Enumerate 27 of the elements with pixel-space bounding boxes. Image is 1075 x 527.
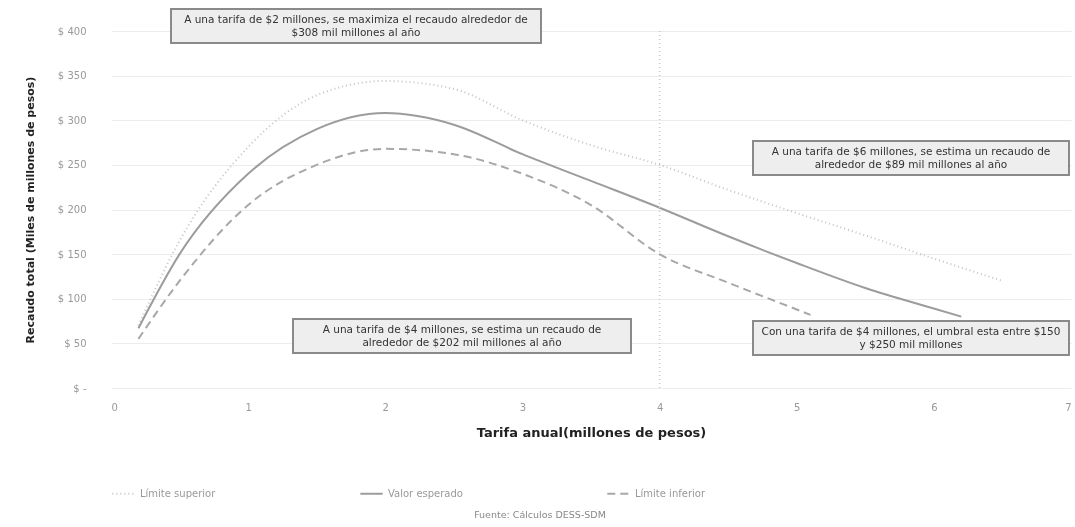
x-tick-label: 1 — [245, 401, 252, 413]
x-tick-label: 4 — [656, 401, 664, 413]
x-tick-label: 3 — [519, 401, 527, 413]
x-tick-label: 0 — [111, 401, 118, 413]
x-tick-label: 7 — [1065, 401, 1072, 413]
y-tick-label: $ 250 — [57, 159, 87, 171]
y-tick-label: $ 400 — [57, 25, 87, 37]
y-tick-label: $ 50 — [64, 337, 87, 349]
y-tick-label: $ 100 — [57, 293, 87, 305]
y-tick-label: $ 300 — [57, 114, 87, 126]
legend-label: Límite superior — [140, 487, 217, 499]
x-axis-title: Tarifa anual(millones de pesos) — [476, 424, 707, 440]
callout-box: A una tarifa de $4 millones, se estima un recaudo de alrededor de $202 mil millones al año — [292, 318, 632, 354]
x-tick-label: 5 — [794, 401, 801, 413]
y-axis-title: Recaudo total (Miles de millones de pesos) — [23, 76, 37, 344]
x-tick-label: 2 — [382, 401, 389, 413]
callout-box: A una tarifa de $6 millones, se estima un recaudo de alrededor de $89 mil millones al año — [752, 140, 1070, 176]
x-tick-label: 6 — [931, 401, 938, 413]
y-tick-label: $ 200 — [57, 204, 87, 215]
y-tick-label: $ 150 — [57, 248, 87, 260]
legend-label: Valor esperado — [388, 487, 463, 499]
y-tick-label: $ 350 — [57, 70, 87, 82]
y-tick-label: $ - — [73, 382, 87, 394]
callout-box: Con una tarifa de $4 millones, el umbral esta entre $150 y $250 mil millones — [752, 320, 1070, 356]
callout-box: A una tarifa de $2 millones, se maximiza el recaudo alrededor de $308 mil millones al año — [170, 8, 542, 44]
source-note: Fuente: Cálculos DESS-SDM — [473, 508, 607, 521]
legend-label: Límite inferior — [635, 487, 706, 499]
